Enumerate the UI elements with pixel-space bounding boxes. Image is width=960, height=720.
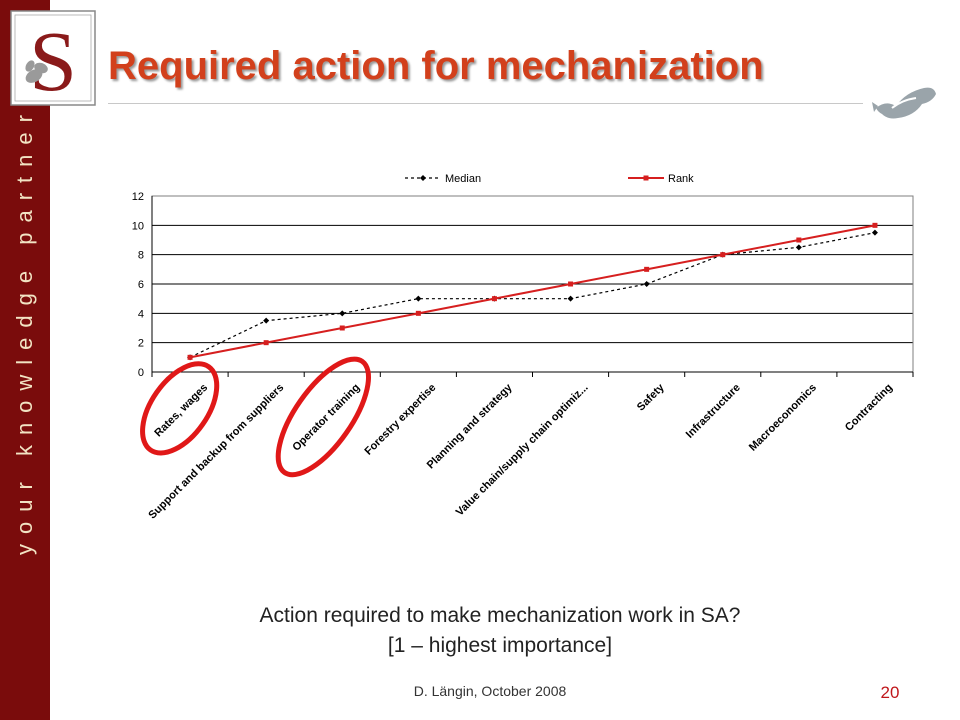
- y-tick-label: 2: [138, 338, 144, 350]
- data-point-rank: [568, 281, 574, 287]
- data-point-median: [567, 295, 574, 302]
- category-label: Planning and strategy: [425, 381, 515, 471]
- legend-label: Median: [445, 173, 481, 185]
- y-tick-label: 4: [138, 308, 144, 320]
- data-point-median: [871, 229, 878, 236]
- data-point-rank: [339, 325, 345, 331]
- data-point-median: [643, 281, 650, 287]
- data-point-rank: [720, 252, 726, 258]
- data-point-rank: [872, 222, 878, 228]
- data-point-median: [263, 317, 270, 324]
- category-label: Contracting: [843, 382, 895, 434]
- svg-text:S: S: [29, 13, 77, 106]
- slide-title: Required action for mechanization: [108, 44, 764, 88]
- y-tick-label: 12: [132, 191, 144, 203]
- y-tick-label: 10: [132, 220, 144, 232]
- stellenbosch-s-crest-icon: S: [10, 10, 96, 106]
- data-point-rank: [796, 237, 802, 243]
- footer-author-date: D. Längin, October 2008: [413, 683, 567, 699]
- data-point-rank: [415, 310, 421, 316]
- highlight-circle: [140, 361, 220, 456]
- series-line-rank: [189, 224, 876, 359]
- page-number: 20: [880, 683, 900, 702]
- legend-swatch-marker: [420, 175, 426, 181]
- data-point-rank: [491, 296, 497, 302]
- category-label: Forestry expertise: [363, 382, 439, 458]
- series-line-median: [189, 232, 876, 358]
- category-label: Infrastructure: [684, 382, 743, 441]
- data-point-rank: [263, 340, 269, 346]
- chart-caption-line1: Action required to make mechanization wo…: [259, 604, 741, 627]
- sidebar-band: your knowledge partner: [0, 0, 50, 720]
- y-tick-label: 6: [138, 279, 144, 291]
- legend-label: Rank: [668, 173, 694, 185]
- category-label: Safety: [635, 381, 667, 413]
- category-label: Macroeconomics: [747, 382, 819, 454]
- category-label: Value chain/supply chain optimiz...: [454, 382, 591, 519]
- fish-icon: [872, 87, 936, 119]
- legend-swatch-marker: [643, 175, 649, 181]
- chart-caption-line2: [1 – highest importance]: [387, 634, 613, 657]
- data-point-median: [339, 310, 346, 317]
- y-tick-label: 0: [138, 367, 144, 379]
- data-point-median: [795, 244, 802, 251]
- data-point-rank: [187, 354, 193, 360]
- highlight-circle: [275, 356, 371, 478]
- y-tick-label: 8: [138, 250, 144, 262]
- data-point-median: [415, 295, 422, 302]
- data-point-rank: [644, 266, 650, 272]
- title-divider: [108, 103, 863, 104]
- category-label: Operator training: [290, 382, 362, 454]
